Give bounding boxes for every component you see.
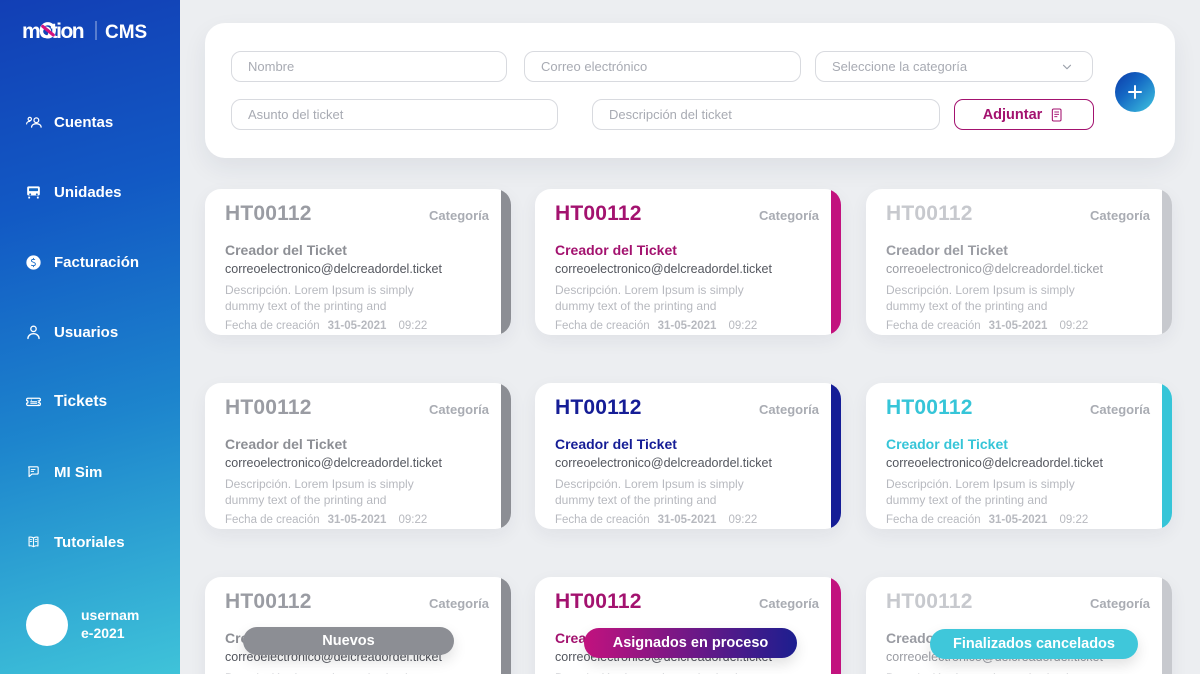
svg-text:CMS: CMS xyxy=(105,22,147,43)
svg-text:m: m xyxy=(22,20,40,43)
